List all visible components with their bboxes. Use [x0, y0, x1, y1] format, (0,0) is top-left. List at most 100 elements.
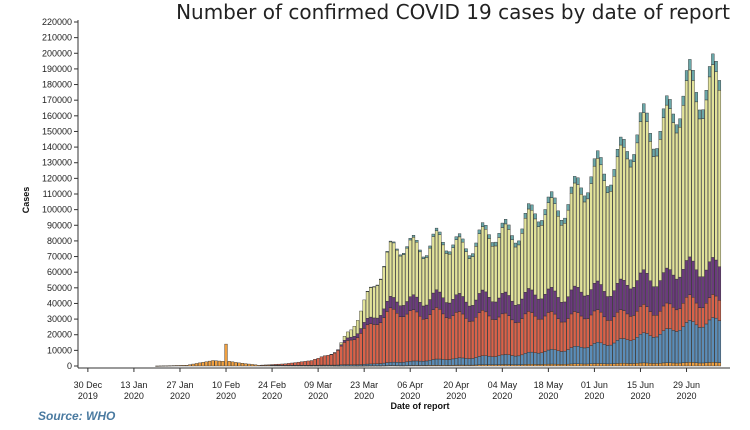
bar-segment — [655, 336, 659, 364]
bar-segment — [684, 80, 689, 261]
x-tick-label: 04 May — [488, 380, 518, 390]
bar-segment — [714, 295, 718, 319]
bar-segment — [517, 355, 521, 365]
bar-segment — [576, 312, 580, 347]
bar-segment — [711, 294, 715, 318]
bar-segment — [184, 365, 189, 367]
bar-segment — [668, 303, 672, 329]
bar-segment — [582, 347, 587, 365]
bar-segment — [500, 227, 504, 294]
bar-segment — [477, 229, 481, 234]
bar-segment — [342, 342, 347, 365]
bar-segment — [375, 284, 379, 286]
bar-segment — [454, 236, 458, 240]
bar-segment — [629, 166, 633, 290]
y-tick-label: 190000 — [42, 64, 72, 74]
bar-segment — [507, 229, 511, 296]
bar-segment — [352, 336, 356, 340]
bar-segment — [704, 99, 708, 271]
bar-segment — [536, 226, 541, 300]
bar-segment — [448, 302, 452, 319]
bar-segment — [451, 247, 455, 300]
bar-segment — [398, 255, 402, 306]
bar-segment — [605, 320, 610, 346]
bar-segment — [224, 343, 228, 367]
bar-segment — [678, 308, 682, 331]
bar-segment — [385, 311, 389, 363]
bar-segment — [434, 358, 439, 366]
bar-segment — [543, 315, 547, 352]
bar-segment — [471, 358, 475, 366]
bar-segment — [596, 309, 600, 343]
bar-segment — [504, 312, 508, 355]
x-tick-label: 2020 — [677, 391, 697, 401]
bar-segment — [428, 247, 432, 300]
bar-segment — [671, 113, 675, 123]
y-tick-label: 140000 — [42, 142, 72, 152]
bar-segment — [540, 220, 544, 226]
bar-segment — [494, 241, 498, 247]
bar-segment — [457, 357, 462, 366]
bar-segment — [625, 158, 629, 286]
bar-segment — [707, 362, 712, 367]
bar-segment — [467, 358, 472, 366]
bar-segment — [629, 316, 633, 341]
bar-segment — [375, 324, 379, 364]
bar-segment — [711, 53, 715, 65]
bar-segment — [698, 118, 702, 277]
bar-segment — [645, 112, 649, 122]
bar-segment — [527, 352, 531, 365]
bar-segment — [648, 363, 652, 367]
bar-segment — [490, 242, 495, 247]
bar-segment — [576, 177, 580, 185]
x-tick-label: 2020 — [124, 391, 144, 401]
bar-segment — [520, 298, 524, 319]
bar-segment — [645, 306, 649, 334]
bar-segment — [596, 342, 600, 364]
bar-segment — [553, 290, 557, 315]
bar-segment — [457, 236, 462, 294]
x-axis-title: Date of report — [390, 401, 449, 411]
x-tick-label: 20 Apr — [443, 380, 469, 390]
bar-segment — [379, 278, 383, 280]
bar-segment — [694, 269, 698, 304]
bar-segment — [418, 249, 422, 253]
bar-segment — [658, 280, 662, 312]
bar-segment — [346, 337, 350, 341]
bar-segment — [648, 141, 652, 281]
bar-segment — [346, 331, 350, 339]
x-tick-label: 2020 — [538, 391, 558, 401]
bar-segment — [717, 300, 722, 321]
bar-segment — [392, 308, 396, 363]
bar-segment — [576, 287, 580, 313]
bar-segment — [431, 359, 435, 366]
bars — [155, 53, 722, 367]
bar-segment — [589, 363, 593, 367]
bar-segment — [625, 284, 629, 315]
bar-segment — [342, 340, 347, 343]
bar-segment — [405, 247, 409, 302]
bar-segment — [444, 250, 449, 254]
bar-segment — [609, 296, 613, 321]
bar-segment — [382, 308, 386, 318]
bar-segment — [517, 244, 521, 305]
bar-segment — [415, 241, 419, 298]
bar-segment — [675, 278, 679, 311]
bar-segment — [428, 314, 432, 361]
x-tick-label: 13 Jan — [120, 380, 147, 390]
bar-segment — [602, 316, 606, 345]
bar-segment — [382, 266, 386, 268]
bar-segment — [510, 235, 514, 240]
bar-segment — [530, 289, 534, 313]
bar-segment — [553, 363, 557, 367]
bar-segment — [694, 324, 698, 363]
bar-segment — [563, 223, 567, 303]
bar-segment — [355, 333, 360, 338]
y-tick-label: 70000 — [47, 252, 72, 262]
bar-segment — [543, 294, 547, 317]
bar-segment — [707, 66, 712, 78]
bar-segment — [517, 240, 521, 246]
bar-segment — [559, 321, 564, 352]
bar-segment — [520, 354, 524, 365]
bar-segment — [484, 311, 488, 356]
